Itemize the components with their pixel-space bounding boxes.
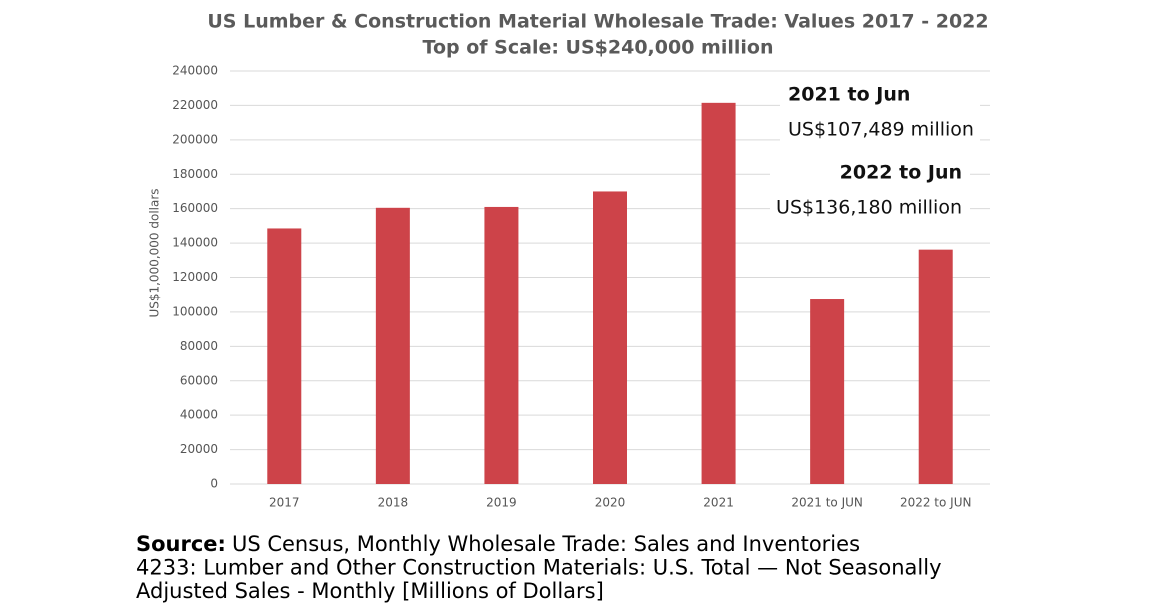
y-tick-label: 40000: [180, 408, 218, 422]
y-tick-label: 120000: [172, 270, 218, 284]
annotation: 2021 to Jun: [788, 84, 910, 106]
bar: [918, 249, 953, 484]
annotation-background: [780, 80, 980, 110]
source-text: 4233: Lumber and Other Construction Mate…: [136, 556, 942, 580]
chart-subtitle: Top of Scale: US$240,000 million: [423, 37, 774, 59]
annotation-background: [780, 115, 980, 145]
y-tick-label: 100000: [172, 304, 218, 318]
y-tick-label: 240000: [172, 64, 218, 78]
y-tick-label: 220000: [172, 98, 218, 112]
annotation: US$136,180 million: [776, 197, 962, 219]
bar: [267, 228, 302, 484]
source-text: Adjusted Sales - Monthly [Millions of Do…: [136, 579, 604, 603]
y-tick-label: 80000: [180, 339, 218, 353]
bar: [593, 191, 627, 485]
annotation-background: [770, 158, 970, 188]
bar: [810, 299, 845, 484]
y-tick-label: 180000: [172, 167, 218, 181]
x-tick-label: 2018: [378, 496, 409, 510]
x-tick-label: 2021: [703, 496, 734, 510]
bar: [484, 206, 519, 484]
source: Source: US Census, Monthly Wholesale Trad…: [136, 532, 860, 556]
y-tick-label: 20000: [180, 442, 218, 456]
y-tick-label: 160000: [172, 201, 218, 215]
source-label: Source:: [136, 532, 226, 556]
x-tick-label: 2017: [269, 496, 300, 510]
annotation: 2022 to Jun: [840, 162, 962, 184]
source-text: US Census, Monthly Wholesale Trade: Sale…: [232, 532, 860, 556]
bar: [375, 207, 410, 484]
x-tick-label: 2020: [595, 496, 626, 510]
x-tick-label: 2022 to JUN: [900, 496, 972, 510]
x-tick-label: 2021 to JUN: [791, 496, 863, 510]
y-tick-label: 140000: [172, 236, 218, 250]
x-tick-label: 2019: [486, 496, 517, 510]
bar: [701, 102, 736, 484]
y-axis-label: US$1,000,000 dollars: [148, 188, 162, 317]
y-tick-label: 60000: [180, 373, 218, 387]
chart-title: US Lumber & Construction Material Wholes…: [207, 11, 988, 33]
y-tick-label: 200000: [172, 132, 218, 146]
annotation: US$107,489 million: [788, 119, 974, 141]
annotation-background: [770, 193, 970, 223]
y-tick-label: 0: [210, 477, 218, 491]
